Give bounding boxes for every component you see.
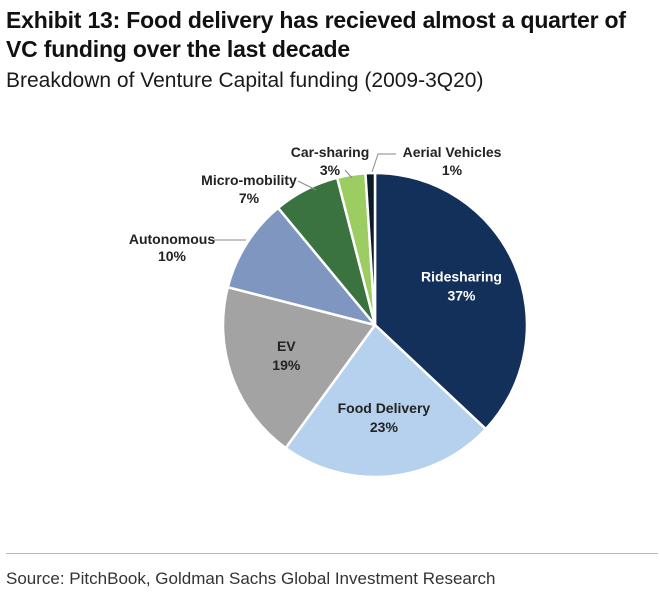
slice-ridesharing <box>373 171 529 431</box>
leader-line-micro-mobility <box>297 180 317 191</box>
slice-label-aerial-vehicles: Aerial Vehicles <box>403 144 502 160</box>
slice-value-autonomous: 10% <box>158 248 187 264</box>
leader-line-car-sharing <box>344 169 353 179</box>
slice-value-aerial-vehicles: 1% <box>442 162 463 178</box>
pie-chart: Ridesharing 37% Food Delivery 23% EV 19% Auton… <box>129 144 529 479</box>
slice-label-micro-mobility: Micro-mobility <box>201 172 297 188</box>
slice-label-autonomous: Autonomous <box>129 231 216 247</box>
slice-label-car-sharing: Car-sharing <box>291 144 370 160</box>
leader-lines <box>214 153 396 241</box>
slice-ev <box>221 285 377 450</box>
source-note: Source: PitchBook, Goldman Sachs Global … <box>6 569 496 588</box>
chart-subtitle: Breakdown of Venture Capital funding (20… <box>6 69 484 92</box>
slice-autonomous <box>226 206 377 327</box>
slice-value-food-delivery: 23% <box>370 419 399 435</box>
slice-value-ev: 19% <box>272 357 301 373</box>
slice-aerial-vehicles <box>364 171 377 327</box>
slice-value-micro-mobility: 7% <box>239 190 260 206</box>
pie-slices <box>221 171 529 479</box>
leader-line-aerial-vehicles <box>371 153 396 173</box>
slice-label-food-delivery: Food Delivery <box>338 400 431 416</box>
source-divider <box>6 553 658 554</box>
slice-label-ev: EV <box>277 338 296 354</box>
slice-food-delivery <box>284 323 488 479</box>
slice-label-ridesharing: Ridesharing <box>421 269 502 285</box>
slice-labels: Ridesharing 37% Food Delivery 23% EV 19% Auton… <box>129 144 502 435</box>
slice-value-ridesharing: 37% <box>447 288 476 304</box>
chart-title: Exhibit 13: Food delivery has recieved a… <box>6 7 626 62</box>
slice-value-car-sharing: 3% <box>320 162 341 178</box>
